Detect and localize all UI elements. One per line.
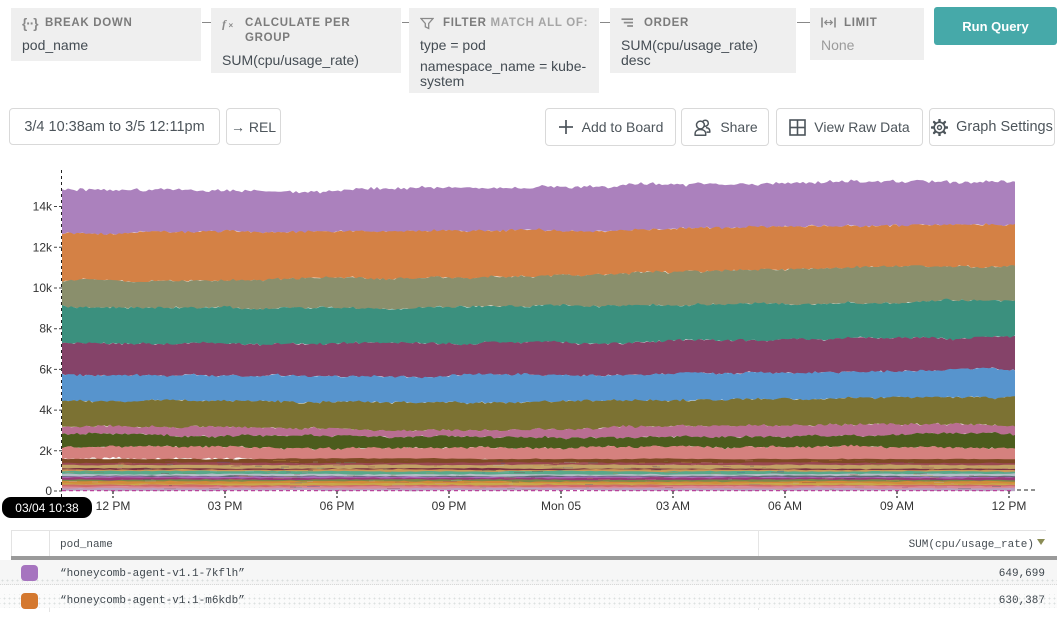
- svg-text:09 AM: 09 AM: [880, 499, 914, 513]
- svg-text:×: ×: [229, 21, 234, 30]
- svg-text:2k: 2k: [39, 444, 53, 458]
- svg-text:f: f: [222, 17, 227, 30]
- svg-text:Mon 05: Mon 05: [541, 499, 581, 513]
- svg-text:4k: 4k: [39, 403, 53, 417]
- svg-text:12 PM: 12 PM: [96, 499, 131, 513]
- svg-text:03 AM: 03 AM: [656, 499, 690, 513]
- svg-text:12 PM: 12 PM: [992, 499, 1027, 513]
- svg-text:06 AM: 06 AM: [768, 499, 802, 513]
- svg-text:14k: 14k: [33, 200, 53, 214]
- svg-text:10k: 10k: [33, 281, 53, 295]
- svg-text:12k: 12k: [33, 240, 53, 254]
- svg-text:03 PM: 03 PM: [208, 499, 243, 513]
- svg-text:0: 0: [45, 484, 52, 498]
- svg-text:6k: 6k: [39, 362, 53, 376]
- svg-text:09 PM: 09 PM: [432, 499, 467, 513]
- svg-text:03/04 10:38: 03/04 10:38: [15, 501, 79, 515]
- svg-text:8k: 8k: [39, 322, 53, 336]
- svg-text:06 PM: 06 PM: [320, 499, 355, 513]
